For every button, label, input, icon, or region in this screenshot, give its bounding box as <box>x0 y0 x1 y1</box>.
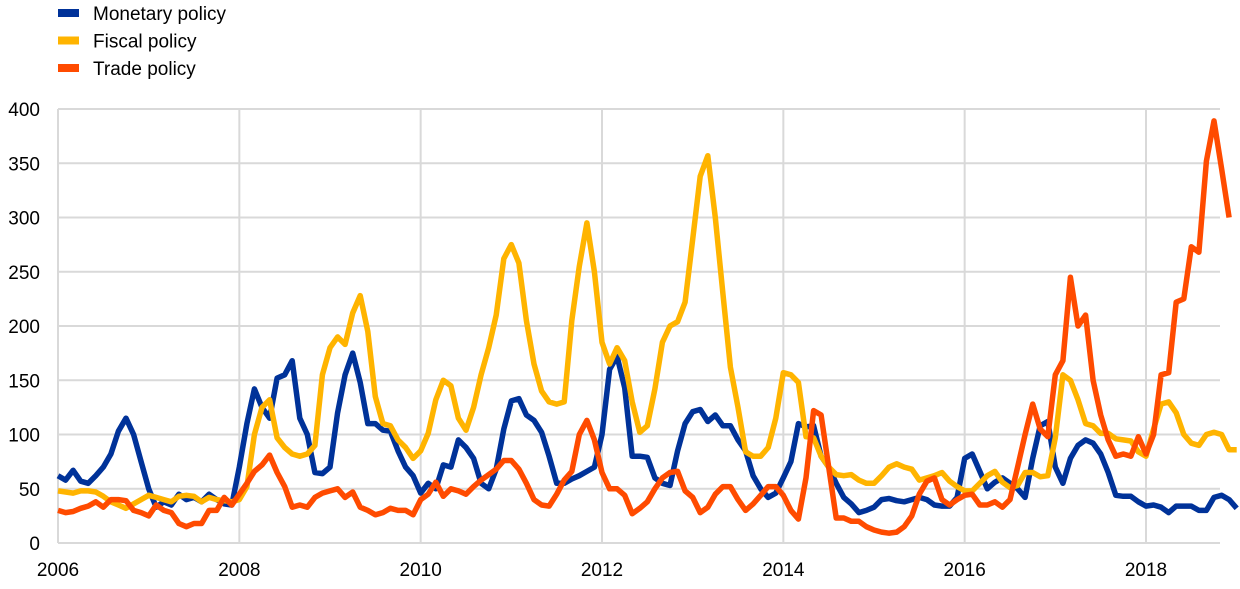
y-axis-ticks: 0 50 100 150 200 250 300 350 400 <box>8 100 40 555</box>
legend: Monetary policy Fiscal policy Trade policy <box>58 4 227 80</box>
x-tick-label: 2014 <box>762 560 805 581</box>
y-tick-label: 250 <box>8 263 40 284</box>
x-tick-label: 2006 <box>37 560 79 581</box>
y-tick-label: 300 <box>8 209 40 230</box>
legend-label: Monetary policy <box>93 4 227 25</box>
legend-label: Fiscal policy <box>93 32 197 53</box>
legend-item: Monetary policy <box>58 4 227 25</box>
x-tick-label: 2018 <box>1125 560 1167 581</box>
y-tick-label: 200 <box>8 317 40 338</box>
series-trade-policy <box>57 118 1232 536</box>
legend-item: Fiscal policy <box>58 32 197 53</box>
x-tick-label: 2016 <box>944 560 986 581</box>
y-tick-label: 50 <box>19 480 40 501</box>
series-line <box>57 118 1232 536</box>
series-lines <box>56 118 1239 536</box>
y-tick-label: 100 <box>8 426 40 447</box>
legend-swatch <box>58 64 79 72</box>
y-tick-label: 150 <box>8 371 40 392</box>
x-axis-ticks: 2006 2008 2010 2012 2014 2016 2018 <box>37 560 1167 581</box>
legend-swatch <box>58 9 79 17</box>
x-tick-label: 2012 <box>581 560 623 581</box>
y-tick-label: 0 <box>29 534 40 555</box>
legend-swatch <box>58 36 79 45</box>
series-fiscal-policy <box>57 152 1237 512</box>
y-tick-label: 350 <box>8 154 40 175</box>
x-tick-label: 2008 <box>218 560 260 581</box>
legend-label: Trade policy <box>93 59 196 80</box>
x-tick-label: 2010 <box>400 560 442 581</box>
y-tick-label: 400 <box>8 100 40 121</box>
legend-item: Trade policy <box>58 59 196 80</box>
